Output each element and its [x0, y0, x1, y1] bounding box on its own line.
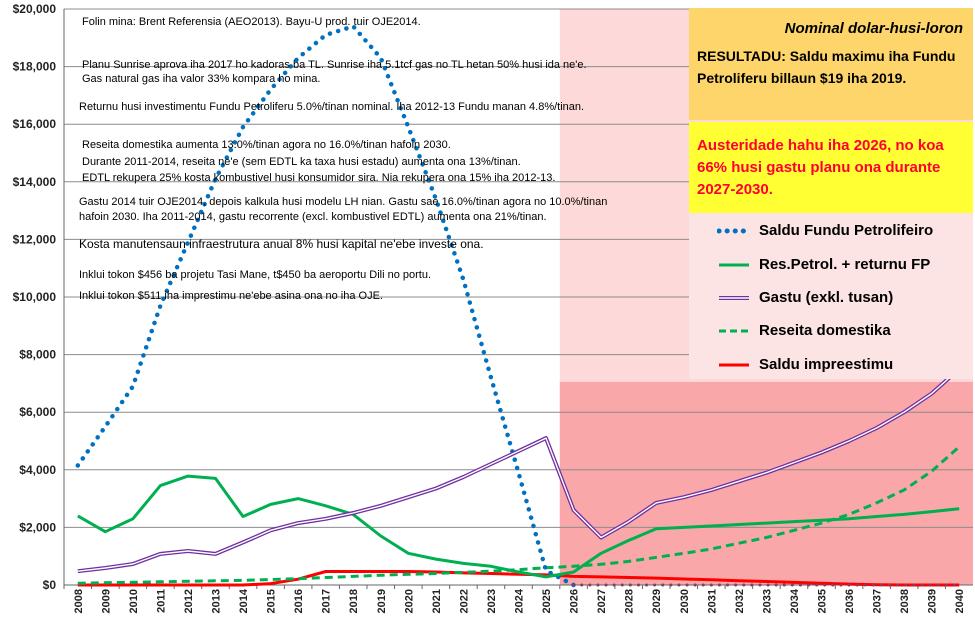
x-tick-label: 2017 [321, 589, 333, 613]
legend-item-reseita: Reseita domestika [689, 319, 973, 343]
x-tick-label: 2037 [872, 589, 884, 613]
result-box: Nominal dolar-husi-loron RESULTADU: Sald… [689, 8, 973, 120]
x-tick-label: 2015 [266, 589, 278, 613]
x-tick-label: 2016 [293, 589, 305, 613]
note-spending-2: hafoin 2030. Iha 2011-2014, gastu recorr… [79, 211, 547, 223]
note-loans: Inklui tokon $511 iha imprestimu ne'ebe … [79, 290, 383, 302]
x-tick-label: 2029 [651, 589, 663, 613]
x-tick-label: 2035 [817, 589, 829, 613]
x-tick-label: 2020 [403, 589, 415, 613]
x-tick-label: 2010 [128, 589, 140, 613]
x-tick-label: 2033 [761, 589, 773, 613]
legend-label-gastu: Gastu (exkl. tusan) [759, 289, 894, 306]
result-text: RESULTADU: Saldu maximu iha Fundu Petrol… [697, 48, 956, 86]
x-tick-label: 2011 [155, 589, 167, 613]
x-tick-label: 2018 [348, 589, 360, 613]
x-tick-labels: 2008 2009 2010 2011 2012 2013 2014 2015 2016 2017… [73, 588, 966, 613]
y-tick-label: $8,000 [19, 348, 56, 362]
note-edtl: EDTL rekupera 25% kosta kombustivel husi… [82, 172, 556, 184]
y-tick-label: $16,000 [13, 117, 57, 131]
y-tick-label: $20,000 [13, 2, 57, 16]
note-tasi-mane: Inklui tokon $456 ba projetu Tasi Mane, … [79, 269, 432, 281]
y-tick-label: $18,000 [13, 60, 57, 74]
x-tick-label: 2019 [376, 589, 388, 613]
legend-item-impreestimu: Saldu impreestimu [689, 353, 973, 377]
x-tick-label: 2028 [624, 589, 636, 613]
x-tick-label: 2039 [927, 589, 939, 613]
note-return: Returnu husi investimentu Fundu Petrolif… [79, 101, 585, 113]
x-tick-label: 2014 [238, 588, 250, 613]
shade-region-bottom [559, 381, 973, 585]
y-tick-label: $0 [43, 578, 57, 592]
x-tick-label: 2021 [431, 589, 443, 613]
series-line-reseita-domestika [77, 445, 961, 585]
x-tick-label: 2036 [844, 589, 856, 613]
austerity-text: Austeridade hahu iha 2026, no koa 66% hu… [697, 137, 944, 198]
x-tick-label: 2040 [954, 589, 966, 613]
x-tick-label: 2008 [73, 589, 85, 613]
series-line-saldu-impreestimu [77, 570, 960, 587]
y-tick-label: $4,000 [19, 463, 56, 477]
y-tick-labels: $0 $2,000 $4,000 $6,000 $8,000 $10,000 $12,000… [13, 2, 57, 592]
legend-item-res-petrol: Res.Petrol. + returnu FP [689, 253, 973, 277]
x-tick-label: 2038 [899, 589, 911, 613]
note-revenue: Reseita domestika aumenta 13.0%/tinan ag… [82, 139, 451, 151]
y-tick-label: $6,000 [19, 405, 56, 419]
note-maintenance: Kosta manutensaun infraestrutura anual 8… [79, 237, 484, 251]
note-spending: Gastu 2014 tuir OJE2014, depois kalkula … [79, 196, 608, 208]
series-line-gastu-exkl-tusan--inner [77, 368, 960, 572]
x-tick-label: 2023 [486, 589, 498, 613]
x-tick-label: 2025 [541, 589, 553, 613]
series-lines [75, 23, 961, 588]
y-tick-label: $2,000 [19, 520, 56, 534]
austerity-box: Austeridade hahu iha 2026, no koa 66% hu… [689, 122, 973, 213]
series-line-res-petrol-returnu-fp [77, 474, 960, 579]
legend-label-reseita: Reseita domestika [759, 322, 891, 339]
legend-item-fund: Saldu Fundu Petrolifeiro [689, 219, 973, 243]
note-sunrise: Planu Sunrise aprova iha 2017 ho kadoras… [82, 59, 587, 71]
x-tick-label: 2022 [458, 589, 470, 613]
x-tick-label: 2024 [514, 588, 526, 613]
x-tick-label: 2026 [569, 589, 581, 613]
x-tick-label: 2030 [679, 589, 691, 613]
x-tick-label: 2034 [789, 588, 801, 613]
note-revenue-growth: Durante 2011-2014, reseita ne'e (sem EDT… [82, 156, 521, 168]
legend-label-fund: Saldu Fundu Petrolifeiro [759, 222, 934, 239]
x-tick-label: 2032 [734, 589, 746, 613]
note-gas: Gas natural gas iha valor 33% kompara ho… [82, 73, 321, 85]
legend: Saldu Fundu Petrolifeiro Res.Petrol. + r… [689, 213, 973, 379]
series-line-saldu-fundu-petrolifeiro [75, 23, 576, 588]
legend-label-res-petrol: Res.Petrol. + returnu FP [759, 256, 931, 273]
x-tick-label: 2031 [706, 589, 718, 613]
y-tick-label: $12,000 [13, 232, 57, 246]
y-tick-label: $10,000 [13, 290, 57, 304]
chart-title: Nominal dolar-husi-loron [784, 20, 963, 37]
x-tick-label: 2012 [183, 589, 195, 613]
x-tick-label: 2009 [100, 589, 112, 613]
y-tick-label: $14,000 [13, 175, 57, 189]
legend-item-gastu: Gastu (exkl. tusan) [689, 286, 973, 310]
x-tick-label: 2013 [211, 589, 223, 613]
note-source: Folin mina: Brent Referensia (AEO2013). … [82, 16, 421, 28]
x-tick-label: 2027 [596, 589, 608, 613]
legend-label-impreestimu: Saldu impreestimu [759, 356, 894, 373]
